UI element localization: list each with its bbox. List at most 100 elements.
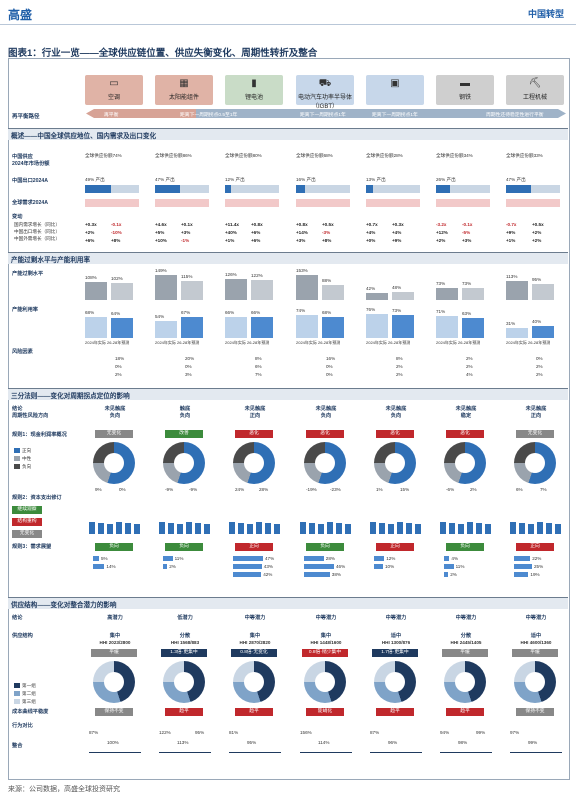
- capex-bar: [204, 524, 210, 534]
- overcap-value: 153%: [296, 267, 308, 273]
- tri-verdict: 未见触底: [244, 406, 266, 412]
- export-bar: [506, 185, 531, 193]
- change-value: +0.7x: [366, 222, 378, 227]
- util-bar: [462, 318, 484, 338]
- cost-line: [510, 752, 562, 753]
- industry-label: 工程机械: [522, 95, 547, 101]
- steepness-tag: 趋平: [446, 708, 484, 716]
- cost-value: 100%: [107, 740, 119, 745]
- supply-legend-2: 第二组: [22, 691, 36, 696]
- supply-share: 全球供应份额28%: [366, 153, 403, 158]
- overcap-value: 42%: [366, 286, 376, 291]
- tri-tag: 改善: [165, 430, 203, 438]
- change-value: -0.1x: [462, 222, 473, 227]
- change-value: -0.7x: [506, 222, 517, 227]
- hhi-value: HHI 1448/1600: [310, 640, 342, 645]
- year-caption: 2024年实际 26-28年预测: [225, 340, 270, 345]
- export-bar-rest: [450, 185, 490, 193]
- steepness-tag: 保持不变: [95, 708, 133, 716]
- tri-direction: 负向: [320, 413, 332, 419]
- rule3-value: 11%: [174, 556, 184, 561]
- row-label-supply: 中国供应: [12, 154, 33, 160]
- supply-verdict: 中等潜力: [385, 615, 407, 621]
- capex-bar: [458, 524, 464, 534]
- capacity-label-overcap: 产能过剩水平: [12, 271, 44, 277]
- util-value: 67%: [181, 310, 191, 316]
- util-bar: [322, 316, 344, 338]
- ev-icon: ⛟: [318, 78, 332, 89]
- cost-value: 95%: [195, 730, 205, 735]
- rule3-tag: 负向: [446, 543, 484, 551]
- cost-line: [89, 752, 141, 753]
- util-bar: [436, 315, 458, 338]
- tri-direction: 稳定: [460, 413, 472, 419]
- rebalance-label-4: 距离下一周期拐点1年: [372, 113, 418, 118]
- change-value: +8%: [111, 238, 121, 243]
- rule1-start: 6%: [516, 487, 523, 492]
- change-value: +10%: [155, 238, 167, 243]
- export-label: 16% 产出: [296, 177, 316, 182]
- overcap-bar: [366, 293, 388, 300]
- capex-bar: [168, 523, 174, 534]
- change-value: +0.1x: [181, 222, 193, 227]
- change-value: +1%: [506, 238, 516, 243]
- legend-neutral: 中性: [22, 456, 32, 461]
- util-bar: [392, 315, 414, 338]
- export-bar: [436, 185, 450, 193]
- overcap-value: 102%: [111, 276, 123, 281]
- tri-verdict: 未见触底: [385, 406, 407, 412]
- rule3-bar: [514, 572, 529, 577]
- rule3-value: 14%: [106, 564, 116, 569]
- rule3-bar: [444, 572, 449, 577]
- rule3-bar: [233, 564, 262, 569]
- change-value: +6%: [251, 238, 261, 243]
- chip-icon: ▣: [390, 78, 400, 89]
- export-label: 49% 产出: [85, 177, 105, 182]
- rule1-end: 7%: [540, 487, 547, 492]
- capacity-label-risk: 风险因素: [12, 349, 33, 355]
- year-caption: 2024年实际 26-28年预测: [296, 340, 341, 345]
- change-value: +1%: [225, 238, 235, 243]
- supply-donut: [93, 661, 135, 703]
- cost-value: 114%: [318, 740, 330, 745]
- industry-label: 太阳能组件: [168, 95, 199, 101]
- risk-value: 2%: [466, 364, 473, 369]
- industry-label: 锂电池: [244, 95, 263, 101]
- change-value: +0.8x: [251, 222, 263, 227]
- capex-bar: [327, 522, 333, 534]
- capex-bar: [186, 522, 192, 534]
- overcap-bar: [322, 285, 344, 300]
- tri-tag: 无变化: [95, 430, 133, 438]
- util-bar: [111, 318, 133, 338]
- overcap-bar: [181, 280, 203, 300]
- cost-line: [370, 752, 422, 753]
- overcap-value: 73%: [436, 280, 446, 286]
- rule3-bar: [444, 564, 454, 569]
- supply-legend-1: 第一组: [22, 683, 36, 688]
- supply-structure: 集中: [109, 633, 121, 639]
- cost-value: 96%: [388, 740, 398, 745]
- rule3-value: 10%: [385, 564, 395, 569]
- risk-value: 2%: [466, 356, 473, 361]
- rule1-start: -6%: [446, 487, 455, 492]
- capex-bar: [519, 523, 525, 534]
- donut-hole: [385, 453, 405, 473]
- util-value: 64%: [111, 311, 121, 316]
- capex-bar: [195, 523, 201, 534]
- tri-direction: 负向: [179, 413, 191, 419]
- rule1-start: 9%: [95, 487, 102, 492]
- risk-value: 7%: [255, 372, 262, 377]
- supply-tag: 平缓: [512, 649, 558, 657]
- change-value: +2%: [532, 238, 542, 243]
- export-label: 26% 产出: [436, 177, 456, 182]
- risk-value: 18%: [115, 356, 125, 361]
- util-value: 71%: [436, 308, 446, 314]
- source-footer: 来源：公司数据，高盛全球投资研究: [8, 786, 120, 793]
- industry-label: 空调: [107, 95, 120, 101]
- change-value: -3%: [322, 230, 331, 235]
- rule1-end: 2%: [470, 487, 477, 492]
- export-label: 47% 产出: [155, 177, 175, 182]
- overcap-value: 115%: [181, 273, 193, 279]
- util-value: 66%: [225, 310, 235, 316]
- supply-share: 全球供应份额86%: [155, 153, 192, 158]
